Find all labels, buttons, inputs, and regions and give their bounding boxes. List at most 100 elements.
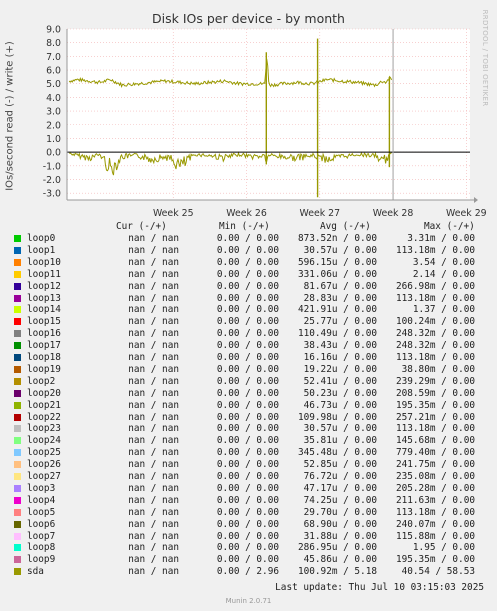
legend-swatch bbox=[14, 246, 21, 254]
legend-avg: 38.43u / 0.00 bbox=[303, 340, 377, 352]
legend-avg: 109.98u / 0.00 bbox=[297, 411, 377, 423]
legend-header-avg: Avg (-/+) bbox=[320, 221, 371, 232]
legend-name: loop20 bbox=[27, 387, 61, 399]
legend-name: loop22 bbox=[27, 411, 61, 423]
legend-cur: nan / nan bbox=[128, 542, 179, 554]
legend-name: loop13 bbox=[27, 292, 61, 304]
legend-max: 3.54 / 0.00 bbox=[412, 256, 475, 268]
legend-avg: 29.70u / 0.00 bbox=[303, 506, 377, 518]
legend-avg: 31.88u / 0.00 bbox=[303, 530, 377, 542]
legend-min: 0.00 / 0.00 bbox=[216, 375, 279, 387]
legend-swatch bbox=[14, 294, 21, 302]
legend-avg: 45.86u / 0.00 bbox=[303, 554, 377, 566]
legend-min: 0.00 / 0.00 bbox=[216, 256, 279, 268]
legend-swatch bbox=[14, 342, 21, 350]
last-update: Last update: Thu Jul 10 03:15:03 2025 bbox=[275, 582, 484, 593]
series-layer bbox=[68, 38, 393, 198]
legend-avg: 30.57u / 0.00 bbox=[303, 423, 377, 435]
legend-min: 0.00 / 0.00 bbox=[216, 399, 279, 411]
legend-min: 0.00 / 0.00 bbox=[216, 518, 279, 530]
legend-max: 211.63m / 0.00 bbox=[395, 494, 475, 506]
legend-cur: nan / nan bbox=[128, 447, 179, 459]
legend-row-loop5: loop5 nan / nan 0.00 / 0.00 29.70u / 0.00 11… bbox=[0, 507, 497, 519]
legend-name: sda bbox=[27, 566, 44, 578]
legend-cur: nan / nan bbox=[128, 435, 179, 447]
legend-avg: 331.06u / 0.00 bbox=[297, 268, 377, 280]
legend-min: 0.00 / 0.00 bbox=[216, 352, 279, 363]
legend-max: 1.37 / 0.00 bbox=[412, 304, 475, 316]
legend-swatch bbox=[14, 544, 21, 552]
legend-swatch bbox=[14, 461, 21, 469]
legend-name: loop21 bbox=[27, 399, 61, 411]
legend-name: loop8 bbox=[27, 542, 56, 554]
legend-min: 0.00 / 0.00 bbox=[216, 494, 279, 506]
legend-max: 235.08m / 0.00 bbox=[395, 471, 475, 482]
y-tick-label: 2.0 bbox=[46, 120, 61, 131]
legend-max: 2.14 / 0.00 bbox=[412, 268, 475, 280]
legend-swatch bbox=[14, 270, 21, 278]
legend-swatch bbox=[14, 484, 21, 492]
legend-swatch bbox=[14, 235, 21, 242]
legend-min: 0.00 / 0.00 bbox=[216, 244, 279, 256]
legend-name: loop14 bbox=[27, 304, 61, 316]
legend-avg: 68.90u / 0.00 bbox=[303, 518, 377, 530]
legend-name: loop9 bbox=[27, 554, 56, 566]
legend-cur: nan / nan bbox=[128, 268, 179, 280]
legend-cur: nan / nan bbox=[128, 494, 179, 506]
legend-swatch bbox=[14, 354, 21, 361]
x-tick-label: Week 25 bbox=[153, 208, 194, 219]
legend-name: loop27 bbox=[27, 471, 61, 482]
legend-row-loop12: loop12 nan / nan 0.00 / 0.00 81.67u / 0.00 2… bbox=[0, 281, 497, 293]
legend-row-loop10: loop10 nan / nan 0.00 / 0.00 596.15u / 0.00… bbox=[0, 257, 497, 269]
legend-max: 240.07m / 0.00 bbox=[395, 518, 475, 530]
legend-row-loop22: loop22 nan / nan 0.00 / 0.00 109.98u / 0.00… bbox=[0, 412, 497, 424]
legend-name: loop10 bbox=[27, 256, 61, 268]
legend-max: 205.28m / 0.00 bbox=[395, 482, 475, 494]
legend-cur: nan / nan bbox=[128, 340, 179, 352]
legend-cur: nan / nan bbox=[128, 387, 179, 399]
legend-avg: 30.57u / 0.00 bbox=[303, 244, 377, 256]
legend-row-loop20: loop20 nan / nan 0.00 / 0.00 50.23u / 0.00 2… bbox=[0, 388, 497, 400]
y-tick-label: 6.0 bbox=[46, 66, 61, 77]
legend-max: 239.29m / 0.00 bbox=[395, 375, 475, 387]
legend-min: 0.00 / 0.00 bbox=[216, 506, 279, 518]
plot-background bbox=[67, 29, 470, 200]
legend-swatch bbox=[14, 437, 21, 445]
x-tick-labels: Week 25 Week 26 Week 27 Week 28 Week 29 bbox=[153, 208, 487, 219]
legend-min: 0.00 / 0.00 bbox=[216, 447, 279, 459]
legend-swatch bbox=[14, 473, 21, 480]
y-tick-label: 0.0 bbox=[46, 148, 61, 159]
x-tick-label: Week 28 bbox=[373, 208, 414, 219]
legend-row-loop9: loop9 nan / nan 0.00 / 0.00 45.86u / 0.00 19… bbox=[0, 554, 497, 566]
legend-max: 100.24m / 0.00 bbox=[395, 316, 475, 328]
legend-min: 0.00 / 0.00 bbox=[216, 530, 279, 542]
legend-cur: nan / nan bbox=[128, 506, 179, 518]
legend-min: 0.00 / 0.00 bbox=[216, 328, 279, 340]
legend-cur: nan / nan bbox=[128, 482, 179, 494]
legend-avg: 110.49u / 0.00 bbox=[297, 328, 377, 340]
legend-cur: nan / nan bbox=[128, 471, 179, 482]
y-tick-label: 8.0 bbox=[46, 38, 61, 49]
legend-name: loop25 bbox=[27, 447, 61, 459]
legend-row-loop4: loop4 nan / nan 0.00 / 0.00 74.25u / 0.00 21… bbox=[0, 495, 497, 507]
legend-min: 0.00 / 0.00 bbox=[216, 435, 279, 447]
legend-min: 0.00 / 0.00 bbox=[216, 459, 279, 471]
legend-row-loop24: loop24 nan / nan 0.00 / 0.00 35.81u / 0.00 1… bbox=[0, 435, 497, 447]
legend-min: 0.00 / 0.00 bbox=[216, 363, 279, 375]
legend-header-cur: Cur (-/+) bbox=[116, 221, 167, 232]
y-tick-label: -2.0 bbox=[43, 175, 61, 186]
legend-row-loop7: loop7 nan / nan 0.00 / 0.00 31.88u / 0.00 11… bbox=[0, 531, 497, 543]
legend-swatch bbox=[14, 318, 21, 326]
legend-header: Cur (-/+) Min (-/+) Avg (-/+) Max (-/+) bbox=[0, 221, 497, 233]
legend-cur: nan / nan bbox=[128, 256, 179, 268]
legend-max: 195.35m / 0.00 bbox=[395, 399, 475, 411]
legend-avg: 52.41u / 0.00 bbox=[303, 375, 377, 387]
legend-min: 0.00 / 0.00 bbox=[216, 482, 279, 494]
legend-avg: 873.52n / 0.00 bbox=[297, 233, 377, 244]
legend-name: loop17 bbox=[27, 340, 61, 352]
legend-cur: nan / nan bbox=[128, 304, 179, 316]
y-tick-label: 1.0 bbox=[46, 134, 61, 145]
y-tick-labels: -3.0 -2.0 -1.0 0.0 1.0 2.0 3.0 4.0 5.0 6.0 7.0 8.0 9… bbox=[43, 25, 61, 200]
legend-max: 145.68m / 0.00 bbox=[395, 435, 475, 447]
legend-cur: nan / nan bbox=[128, 423, 179, 435]
